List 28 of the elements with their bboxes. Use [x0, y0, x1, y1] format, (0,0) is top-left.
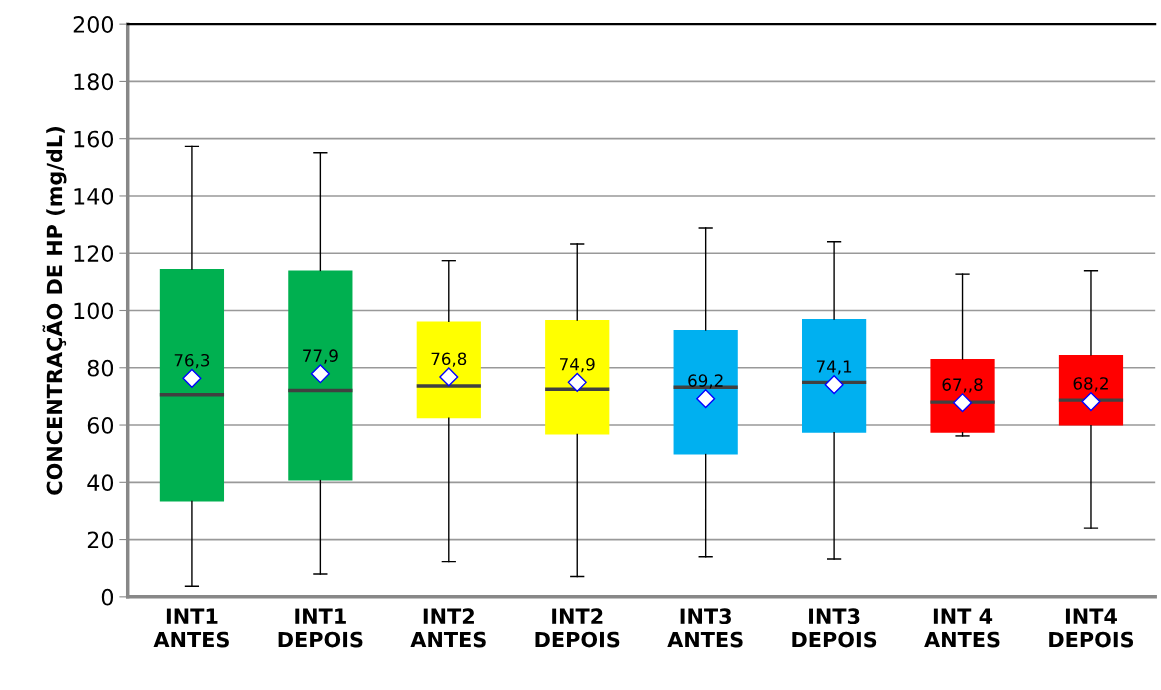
y-tick-label: 80	[87, 359, 114, 377]
y-tick-label: 180	[74, 73, 114, 91]
y-tick-label: 20	[87, 531, 114, 549]
x-tick-label: INT4 DEPOIS	[1049, 608, 1134, 648]
y-tick-label: 100	[74, 302, 114, 320]
x-tick-label: INT3 DEPOIS	[792, 608, 877, 648]
x-tick-label: INT2 ANTES	[410, 608, 486, 648]
y-axis-title: CONCENTRAÇÃO DE HP (mg/dL)	[42, 127, 67, 495]
x-tick-label: INT1 DEPOIS	[278, 608, 363, 648]
x-tick-label: INT1 ANTES	[153, 608, 229, 648]
x-tick-label: INT3 ANTES	[667, 608, 743, 648]
y-tick-label: 140	[74, 187, 114, 205]
y-tick-label: 60	[87, 416, 114, 434]
y-tick-label: 0	[101, 588, 114, 606]
y-tick-label: 160	[74, 130, 114, 148]
text: 68,2	[1073, 377, 1108, 392]
x-tick-label: INT2 DEPOIS	[535, 608, 620, 648]
text: 76,3	[174, 353, 210, 369]
text: 76,8	[431, 352, 467, 367]
y-tick-label: 120	[74, 245, 114, 262]
y-tick-label: 40	[87, 474, 114, 492]
text: 74,9	[560, 357, 595, 373]
text: 77,9	[303, 349, 338, 364]
text: 67,,8	[942, 378, 983, 393]
y-tick-label: 200	[73, 16, 114, 33]
text: 74,1	[816, 360, 852, 375]
text: 69,2	[688, 374, 723, 389]
x-tick-label: INT 4 ANTES	[924, 608, 1000, 648]
